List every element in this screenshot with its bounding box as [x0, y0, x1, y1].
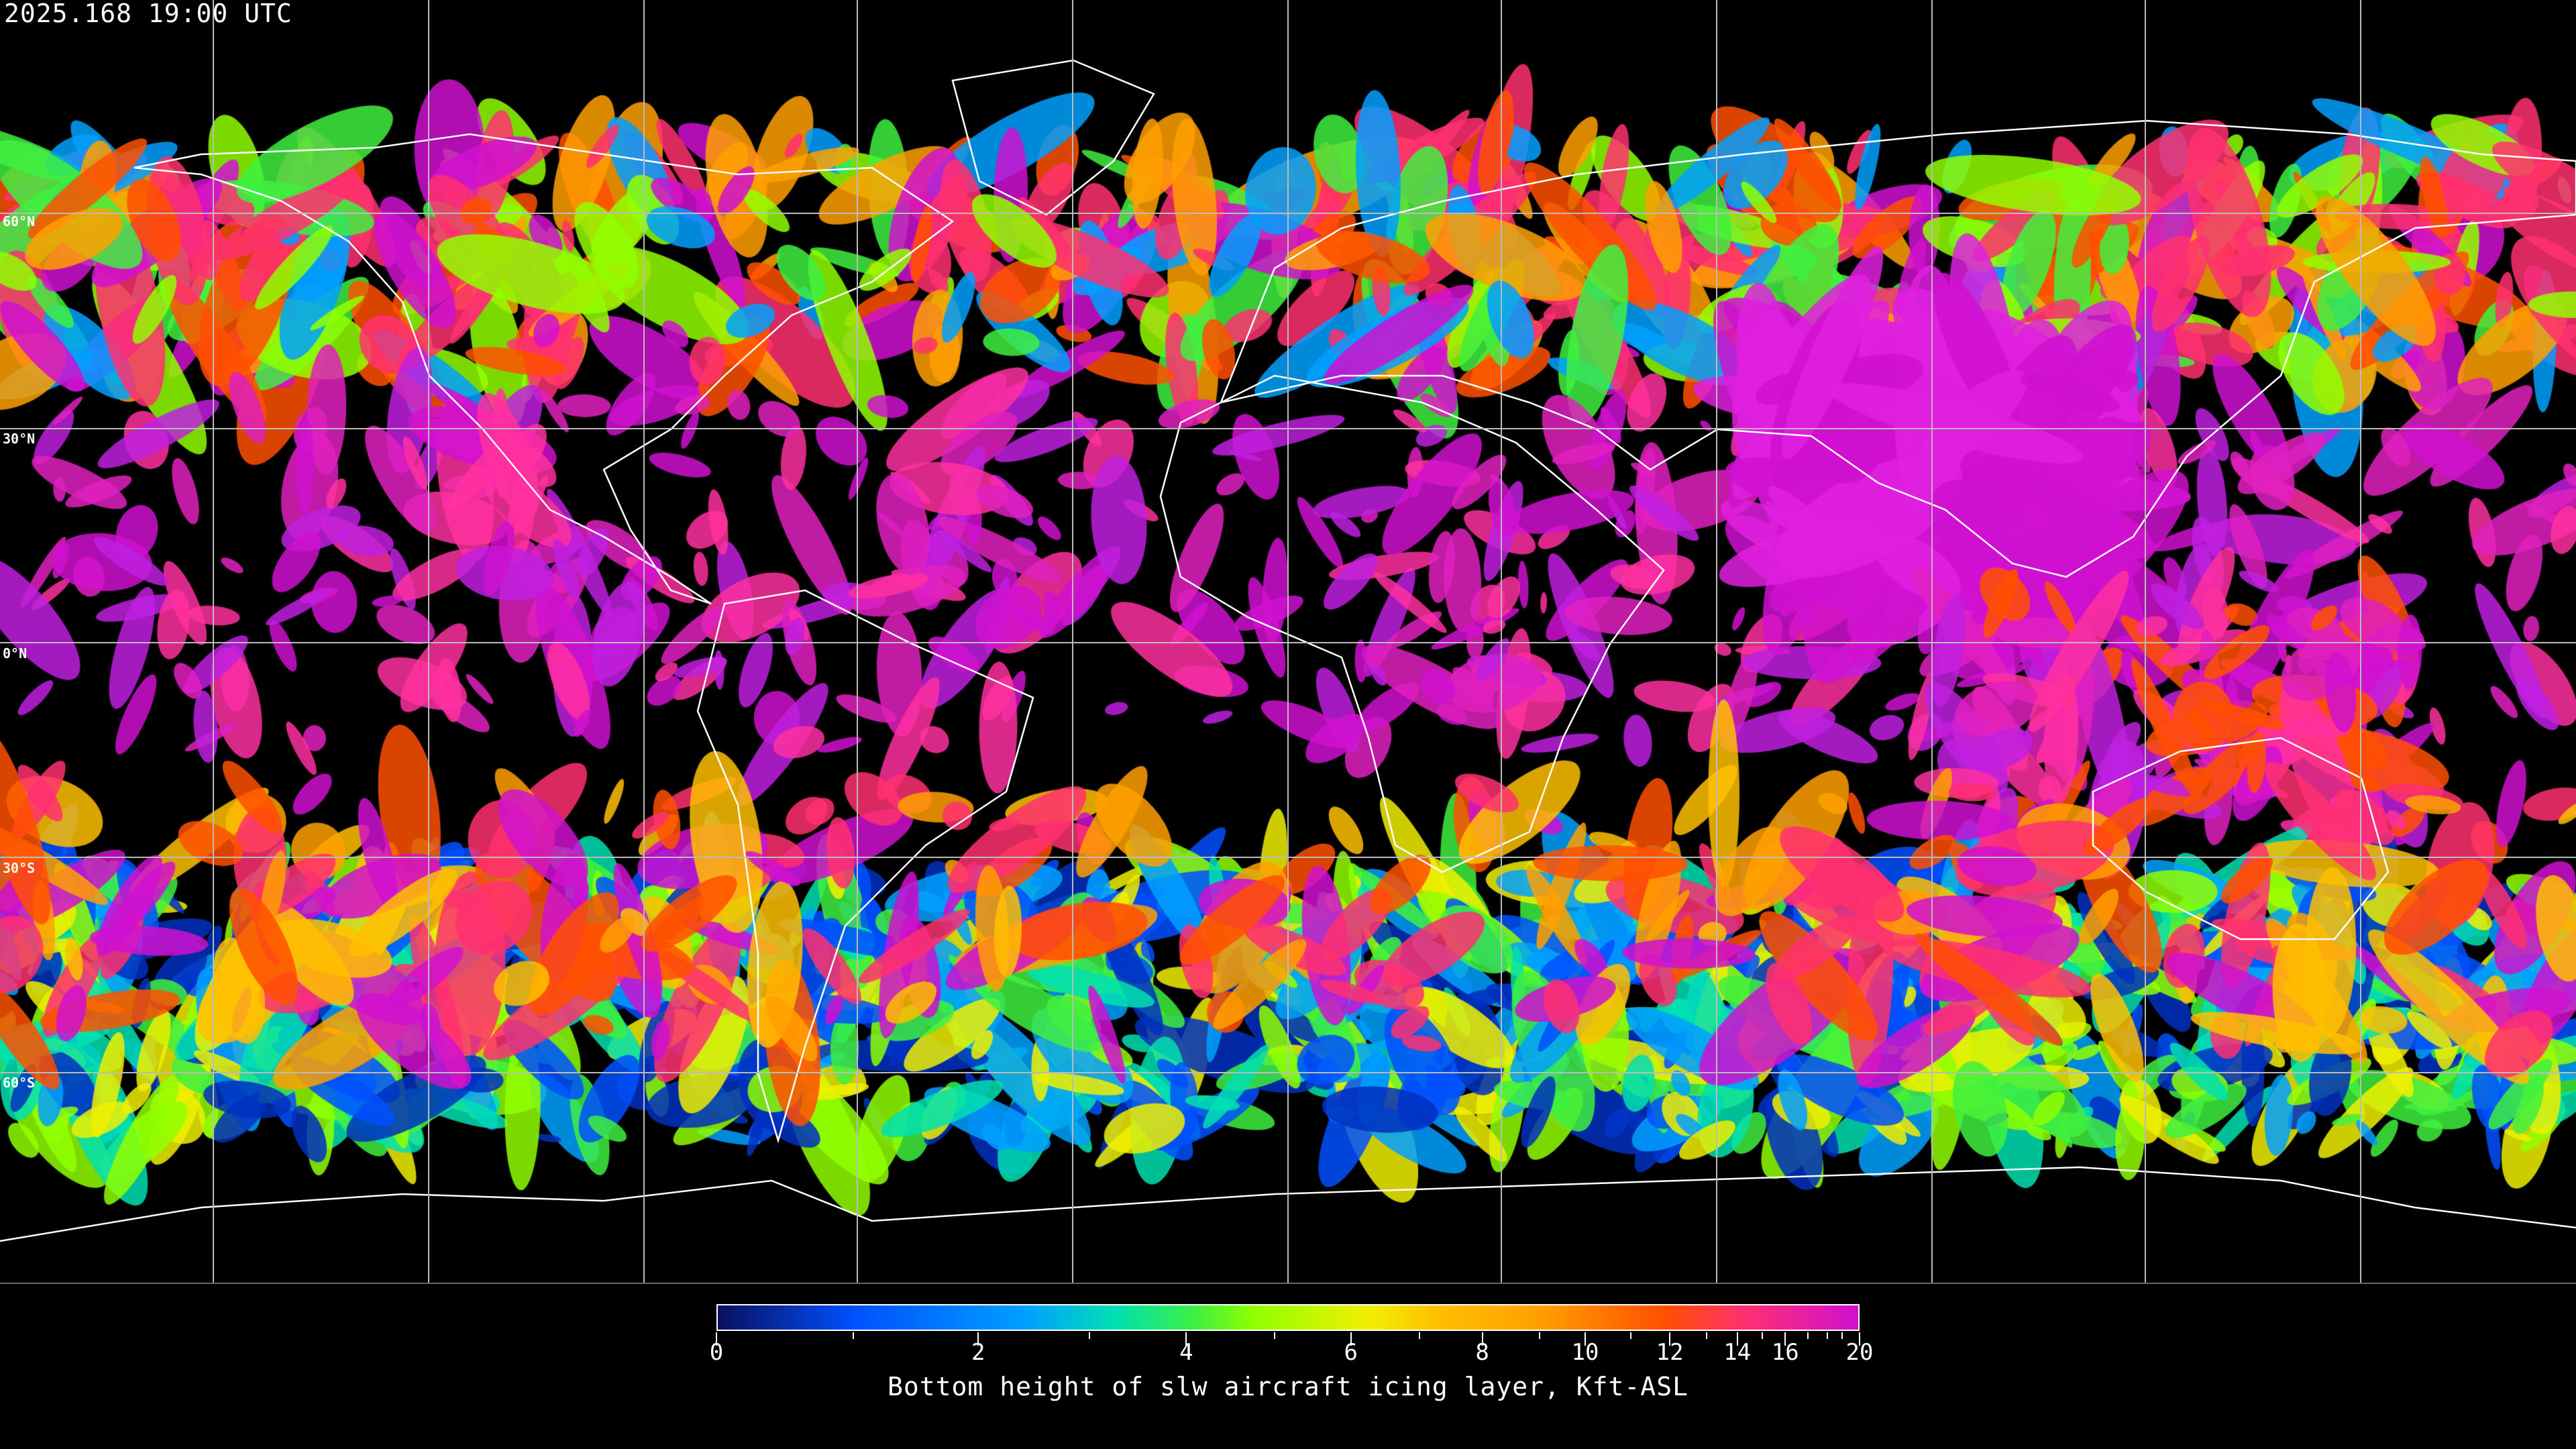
colorbar-major-tick — [1481, 1332, 1483, 1346]
colorbar-tick-label: 8 — [1475, 1339, 1489, 1366]
coastline-south-america — [696, 589, 1034, 1144]
map-overlay — [0, 0, 2576, 1283]
colorbar-major-tick — [1585, 1332, 1587, 1346]
colorbar-major-tick — [1185, 1332, 1187, 1346]
lat-label-60s: 60°S — [3, 1075, 36, 1091]
colorbar-major-tick — [716, 1332, 717, 1346]
graticule — [0, 0, 2576, 1283]
colorbar-tick-label: 4 — [1179, 1339, 1193, 1366]
lat-label-30s: 30°S — [3, 860, 36, 876]
colorbar-minor-tick — [1630, 1332, 1632, 1339]
colorbar-minor-tick — [1827, 1332, 1829, 1339]
coastline-australia — [2092, 737, 2390, 941]
colorbar-tick-label: 2 — [971, 1339, 985, 1366]
colorbar-minor-tick — [1418, 1332, 1420, 1339]
colorbar-tick-label: 6 — [1344, 1339, 1358, 1366]
colorbar-minor-tick — [1273, 1332, 1275, 1339]
coastline-eurasia — [1219, 119, 2576, 578]
colorbar-minor-tick — [1538, 1332, 1540, 1339]
colorbar-minor-tick — [1841, 1332, 1843, 1339]
colorbar-tick-label: 0 — [709, 1339, 724, 1366]
colorbar-major-tick — [1736, 1332, 1738, 1346]
lat-label-0n: 0°N — [3, 645, 28, 661]
colorbar-major-tick — [1350, 1332, 1352, 1346]
colorbar — [716, 1304, 1860, 1331]
lat-label-60n: 60°N — [3, 213, 36, 229]
colorbar-tick-label: 14 — [1723, 1339, 1752, 1366]
coastline-antarctica — [0, 1166, 2576, 1242]
lat-label-30n: 30°N — [3, 431, 36, 447]
colorbar-minor-tick — [1807, 1332, 1809, 1339]
colorbar-minor-tick — [1762, 1332, 1764, 1339]
colorbar-minor-tick — [1088, 1332, 1090, 1339]
colorbar-tick-label: 12 — [1656, 1339, 1684, 1366]
colorbar-tick-label: 16 — [1771, 1339, 1799, 1366]
colorbar-tick-label: 10 — [1571, 1339, 1599, 1366]
coastline-north-america — [133, 133, 955, 605]
colorbar-minor-tick — [853, 1332, 855, 1339]
colorbar-minor-tick — [1705, 1332, 1707, 1339]
timestamp-title: 2025.168 19:00 UTC — [4, 0, 292, 28]
map-bottom-border — [0, 1283, 2576, 1284]
icing-map — [0, 0, 2576, 1283]
colorbar-major-tick — [977, 1332, 979, 1346]
colorbar-major-tick — [1669, 1332, 1671, 1346]
colorbar-major-tick — [1859, 1332, 1860, 1346]
coastline-greenland — [951, 59, 1155, 216]
colorbar-major-tick — [1784, 1332, 1786, 1346]
colorbar-title: Bottom height of slw aircraft icing laye… — [888, 1372, 1688, 1401]
colorbar-tick-label: 20 — [1845, 1339, 1874, 1366]
coastline-africa — [1159, 374, 1665, 873]
